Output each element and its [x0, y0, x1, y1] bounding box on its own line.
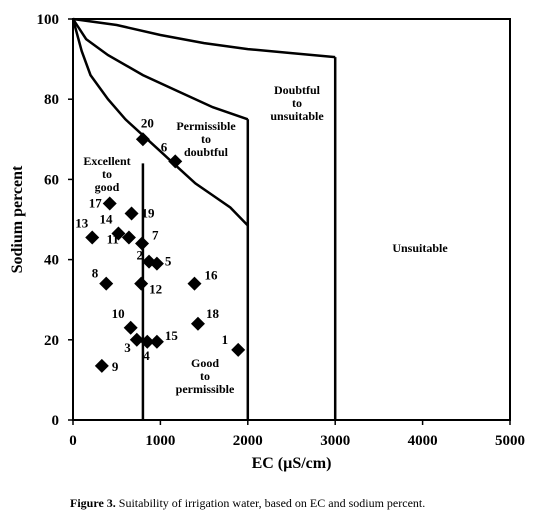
data-point-19	[124, 206, 139, 221]
region-good-to-permissible-line: Good	[191, 356, 219, 370]
x-tick-label: 3000	[320, 433, 350, 449]
point-label-7: 7	[152, 228, 159, 243]
region-permissible-to-doubtful-line: doubtful	[184, 145, 229, 159]
point-label-16: 16	[204, 268, 218, 283]
plot-frame	[72, 18, 511, 421]
curve-permissible	[71, 18, 249, 121]
region-excellent-to-good-line: Excellent	[83, 154, 130, 168]
point-label-2: 2	[137, 248, 144, 263]
region-permissible-to-doubtful: Permissible to doubtful	[176, 119, 236, 159]
data-point-8	[99, 276, 114, 291]
data-point-16	[187, 276, 202, 291]
point-label-20: 20	[141, 115, 154, 130]
data-point-14	[111, 226, 126, 241]
x-tick-label: 1000	[145, 433, 175, 449]
data-point-7	[135, 236, 150, 251]
region-good-to-permissible-line: to	[200, 369, 210, 383]
point-label-17: 17	[89, 195, 103, 210]
data-point-17	[102, 196, 117, 211]
y-axis-ticks: 0 20 40 60 80 100	[37, 12, 73, 429]
x-tick-label: 0	[69, 433, 77, 449]
region-doubtful-to-unsuitable-line: Doubtful	[274, 83, 321, 97]
data-point-9	[94, 358, 109, 373]
point-label-8: 8	[92, 266, 99, 281]
caption-text: Suitability of irrigation water, based o…	[115, 496, 426, 510]
region-permissible-to-doubtful-line: to	[201, 132, 211, 146]
y-tick-label: 80	[44, 92, 59, 108]
point-label-3: 3	[124, 340, 131, 355]
region-excellent-to-good: Excellent to good	[83, 154, 130, 194]
y-tick-label: 60	[44, 172, 59, 188]
region-unsuitable-line: Unsuitable	[392, 241, 448, 255]
region-doubtful-to-unsuitable-line: to	[292, 96, 302, 110]
point-label-13: 13	[75, 216, 89, 231]
data-point-15	[149, 334, 164, 349]
point-label-6: 6	[161, 139, 168, 154]
curve-excellent	[71, 18, 249, 227]
x-axis-ticks: 0 1000 2000 3000 4000 5000	[69, 420, 525, 449]
data-point-12	[134, 276, 149, 291]
point-label-9: 9	[112, 359, 119, 374]
point-label-14: 14	[99, 212, 113, 227]
x-tick-label: 2000	[233, 433, 263, 449]
point-label-18: 18	[206, 306, 220, 321]
point-label-5: 5	[165, 254, 172, 269]
classification-verticals	[141, 57, 337, 420]
data-point-10	[123, 320, 138, 335]
data-point-11	[121, 230, 136, 245]
data-point-13	[85, 230, 100, 245]
point-label-10: 10	[112, 306, 125, 321]
data-point-20	[135, 132, 150, 147]
point-label-19: 19	[142, 205, 156, 220]
region-doubtful-to-unsuitable: Doubtful to unsuitable	[270, 83, 324, 123]
x-axis-label: EC (µS/cm)	[252, 455, 332, 472]
data-point-5	[149, 256, 164, 271]
point-label-15: 15	[165, 328, 179, 343]
data-point-4	[140, 334, 155, 349]
region-permissible-to-doubtful-line: Permissible	[176, 119, 236, 133]
curve-doubtful	[72, 17, 336, 59]
region-doubtful-to-unsuitable-line: unsuitable	[270, 109, 324, 123]
data-point-18	[190, 316, 205, 331]
region-excellent-to-good-line: to	[102, 167, 112, 181]
point-label-12: 12	[149, 282, 162, 297]
region-good-to-permissible-line: permissible	[176, 382, 235, 396]
caption-prefix: Figure 3.	[70, 496, 116, 510]
data-point-3	[129, 332, 144, 347]
sodium-percent-chart: 0 1000 2000 3000 4000 5000 0 20 40 60 80 100 EC (µ…	[9, 12, 525, 472]
x-tick-label: 4000	[408, 433, 438, 449]
region-excellent-to-good-line: good	[95, 180, 120, 194]
y-axis-label: Sodium percent	[9, 165, 26, 273]
y-tick-label: 100	[37, 12, 60, 28]
y-tick-label: 20	[44, 333, 59, 349]
point-label-4: 4	[143, 348, 150, 363]
y-tick-label: 0	[52, 413, 60, 429]
y-tick-label: 40	[44, 253, 59, 269]
data-point-6	[168, 154, 183, 169]
point-label-1: 1	[222, 332, 229, 347]
classification-curves	[71, 17, 336, 227]
figure-caption: Figure 3. Suitability of irrigation wate…	[70, 496, 540, 511]
region-unsuitable: Unsuitable	[392, 241, 448, 255]
x-tick-label: 5000	[495, 433, 525, 449]
region-good-to-permissible: Good to permissible	[176, 356, 235, 396]
data-point-1	[231, 342, 246, 357]
